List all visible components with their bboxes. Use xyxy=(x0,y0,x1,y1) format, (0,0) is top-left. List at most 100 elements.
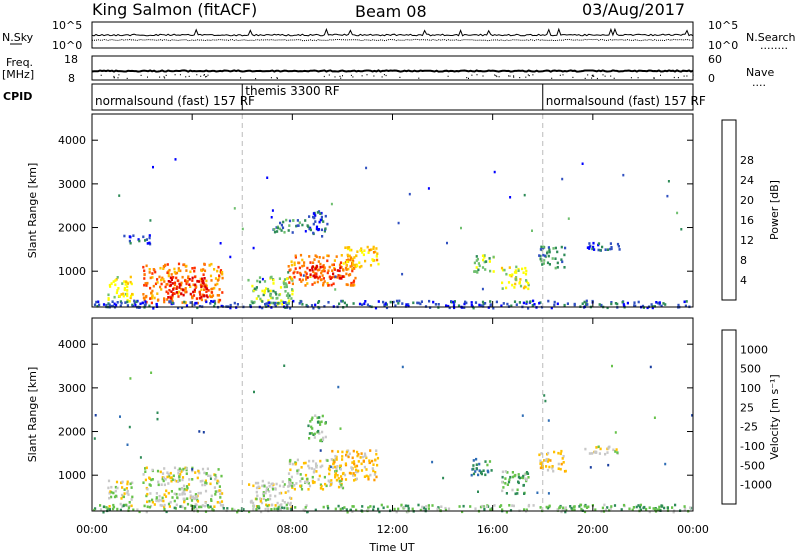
echo-cell xyxy=(260,501,264,505)
echo-cell xyxy=(175,287,178,290)
echo-cell xyxy=(124,301,127,304)
echo-cell xyxy=(312,215,315,219)
echo-cell xyxy=(445,304,448,307)
echo-cell xyxy=(622,173,625,177)
echo-cell xyxy=(351,260,354,264)
echo-cell xyxy=(162,499,165,503)
colorbar-tick-label: 12 xyxy=(740,234,754,247)
echo-cell xyxy=(489,303,492,306)
echo-cell xyxy=(285,283,288,287)
echo-cell xyxy=(632,506,635,509)
nsearch-label: N.Search xyxy=(746,31,796,44)
echo-cell xyxy=(656,508,659,511)
echo-cell xyxy=(214,277,218,280)
echo-cell xyxy=(204,283,207,287)
echo-cell xyxy=(152,307,155,310)
echo-cell xyxy=(586,303,589,306)
echo-cell xyxy=(189,301,192,304)
echo-cell xyxy=(105,506,108,509)
echo-cell xyxy=(323,229,326,233)
echo-cell xyxy=(349,284,352,287)
echo-cell xyxy=(194,301,197,305)
colorbar-tick-label: 1000 xyxy=(740,343,768,356)
echo-cell xyxy=(148,505,151,509)
echo-cell xyxy=(352,279,356,283)
echo-cell xyxy=(318,268,321,272)
echo-cell xyxy=(163,483,166,487)
echo-cell xyxy=(407,303,410,306)
echo-cell xyxy=(195,297,198,300)
echo-cell xyxy=(480,304,483,307)
echo-cell xyxy=(312,306,315,310)
echo-cell xyxy=(622,303,625,306)
echo-cell xyxy=(221,492,224,495)
echo-cell xyxy=(163,505,166,509)
echo-cell xyxy=(481,300,485,304)
echo-cell xyxy=(333,268,336,271)
echo-cell xyxy=(107,293,110,297)
echo-cell xyxy=(320,484,323,488)
echo-cell xyxy=(515,271,518,274)
echo-cell xyxy=(367,508,370,511)
echo-cell xyxy=(145,295,148,299)
echo-cell xyxy=(271,296,274,300)
echo-cell xyxy=(289,468,292,472)
echo-cell xyxy=(173,267,176,271)
echo-cell xyxy=(169,500,172,504)
echo-cell xyxy=(108,505,111,508)
nave-dot xyxy=(383,74,385,76)
echo-cell xyxy=(477,490,479,493)
echo-cell xyxy=(142,296,145,300)
echo-cell xyxy=(155,302,158,306)
echo-cell xyxy=(368,459,371,462)
echo-cell xyxy=(196,279,199,283)
colorbar-tick-label: 100 xyxy=(740,382,761,395)
echo-cell xyxy=(154,270,157,274)
echo-cell xyxy=(598,452,601,455)
echo-cell xyxy=(406,510,409,514)
echo-cell xyxy=(126,289,129,292)
echo-cell xyxy=(268,303,271,306)
echo-cell xyxy=(255,288,258,291)
echo-cell xyxy=(265,489,268,492)
x-tick-label: 00:00 xyxy=(677,523,709,536)
echo-cell xyxy=(545,505,548,509)
echo-cell xyxy=(109,490,112,493)
echo-cell xyxy=(102,303,106,306)
echo-cell xyxy=(277,505,280,509)
echo-cell xyxy=(320,439,323,442)
echo-cell xyxy=(264,498,268,502)
echo-cell xyxy=(200,288,203,291)
echo-cell xyxy=(148,241,151,245)
nave-dot xyxy=(276,77,278,79)
echo-cell xyxy=(505,272,508,276)
echo-cell xyxy=(196,301,199,305)
echo-cell xyxy=(194,471,197,474)
nave-dot xyxy=(204,74,205,76)
echo-cell xyxy=(145,264,148,268)
echo-cell xyxy=(355,254,358,257)
echo-cell xyxy=(548,248,551,252)
echo-cell xyxy=(508,266,511,269)
echo-cell xyxy=(472,472,476,476)
echo-cell xyxy=(204,489,208,493)
echo-cell xyxy=(259,297,262,301)
echo-cell xyxy=(153,503,156,506)
echo-cell xyxy=(519,278,522,281)
nave-dot xyxy=(339,75,341,77)
echo-cell xyxy=(199,283,202,287)
echo-cell xyxy=(304,284,307,287)
echo-cell xyxy=(480,471,483,475)
echo-cell xyxy=(122,294,125,298)
echo-cell xyxy=(321,269,324,273)
echo-cell xyxy=(126,443,129,446)
echo-cell xyxy=(319,487,322,490)
echo-cell xyxy=(291,282,294,286)
echo-cell xyxy=(120,497,123,500)
echo-cell xyxy=(544,399,547,403)
echo-cell xyxy=(185,468,188,472)
echo-cell xyxy=(304,270,307,274)
echo-cell xyxy=(287,472,291,475)
echo-cell xyxy=(294,462,297,466)
echo-cell xyxy=(308,255,311,258)
